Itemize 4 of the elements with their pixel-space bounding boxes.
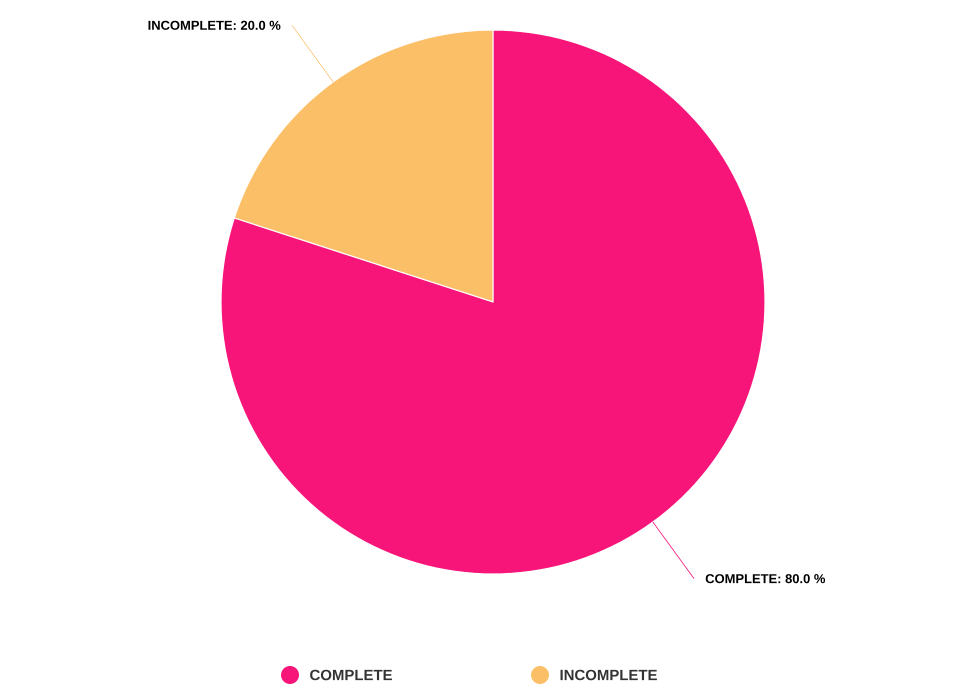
data-label: COMPLETE: 80.0 %: [706, 574, 826, 584]
data-label: INCOMPLETE: 20.0 %: [148, 20, 280, 30]
legend-label: COMPLETE: [310, 670, 392, 680]
legend-label: INCOMPLETE: [560, 670, 657, 680]
